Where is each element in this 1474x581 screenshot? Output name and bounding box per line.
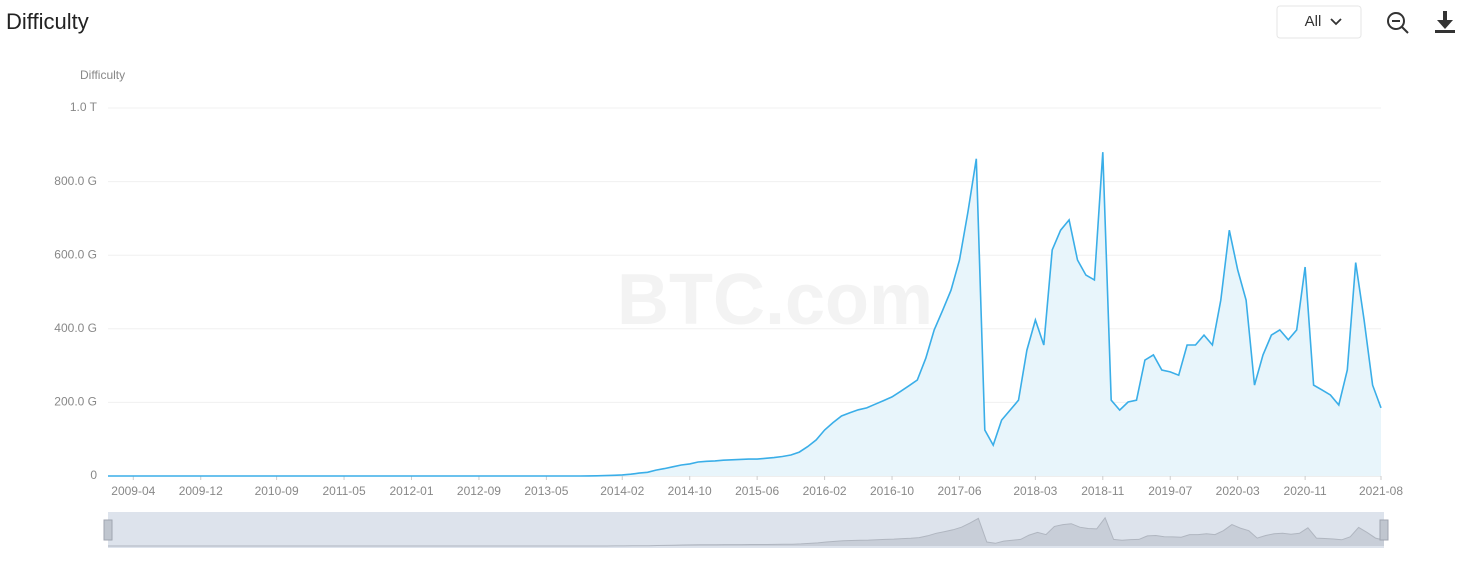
y-tick-label: 600.0 G <box>54 247 97 261</box>
download-icon[interactable] <box>1435 11 1455 33</box>
x-tick-label: 2017-06 <box>937 484 981 498</box>
x-tick-label: 2019-07 <box>1148 484 1192 498</box>
zoom-out-icon[interactable] <box>1387 12 1409 34</box>
y-tick-label: 400.0 G <box>54 321 97 335</box>
area-fill <box>108 152 1381 476</box>
navigator-handle[interactable] <box>103 519 113 541</box>
y-tick-label: 200.0 G <box>54 395 97 409</box>
page-title: Difficulty <box>6 9 89 34</box>
x-tick-label: 2018-11 <box>1081 484 1124 498</box>
x-tick-label: 2018-03 <box>1013 484 1057 498</box>
navigator-line <box>108 516 1385 547</box>
x-tick-label: 2021-08 <box>1359 484 1403 498</box>
x-tick-label: 2014-10 <box>668 484 712 498</box>
y-tick-label: 1.0 T <box>70 100 98 114</box>
y-tick-label: 0 <box>90 468 97 482</box>
x-tick-label: 2013-05 <box>524 484 568 498</box>
x-tick-label: 2012-09 <box>457 484 501 498</box>
y-tick-label: 800.0 G <box>54 174 97 188</box>
range-label[interactable]: All <box>1305 13 1322 30</box>
x-tick-label: 2009-12 <box>179 484 223 498</box>
x-tick-label: 2012-01 <box>389 484 433 498</box>
x-tick-label: 2010-09 <box>255 484 299 498</box>
y-axis-title: Difficulty <box>80 68 125 82</box>
x-tick-label: 2014-02 <box>600 484 644 498</box>
x-tick-label: 2009-04 <box>111 484 155 498</box>
x-tick-label: 2020-03 <box>1216 484 1260 498</box>
line <box>108 152 1382 477</box>
x-tick-label: 2016-10 <box>870 484 914 498</box>
x-tick-label: 2015-06 <box>735 484 779 498</box>
x-tick-label: 2016-02 <box>803 484 847 498</box>
navigator-handle[interactable] <box>1379 519 1389 541</box>
x-tick-label: 2020-11 <box>1284 484 1327 498</box>
range-dropdown[interactable]: All <box>1276 5 1362 39</box>
watermark: BTC.com <box>617 260 933 340</box>
x-tick-label: 2011-05 <box>322 484 365 498</box>
